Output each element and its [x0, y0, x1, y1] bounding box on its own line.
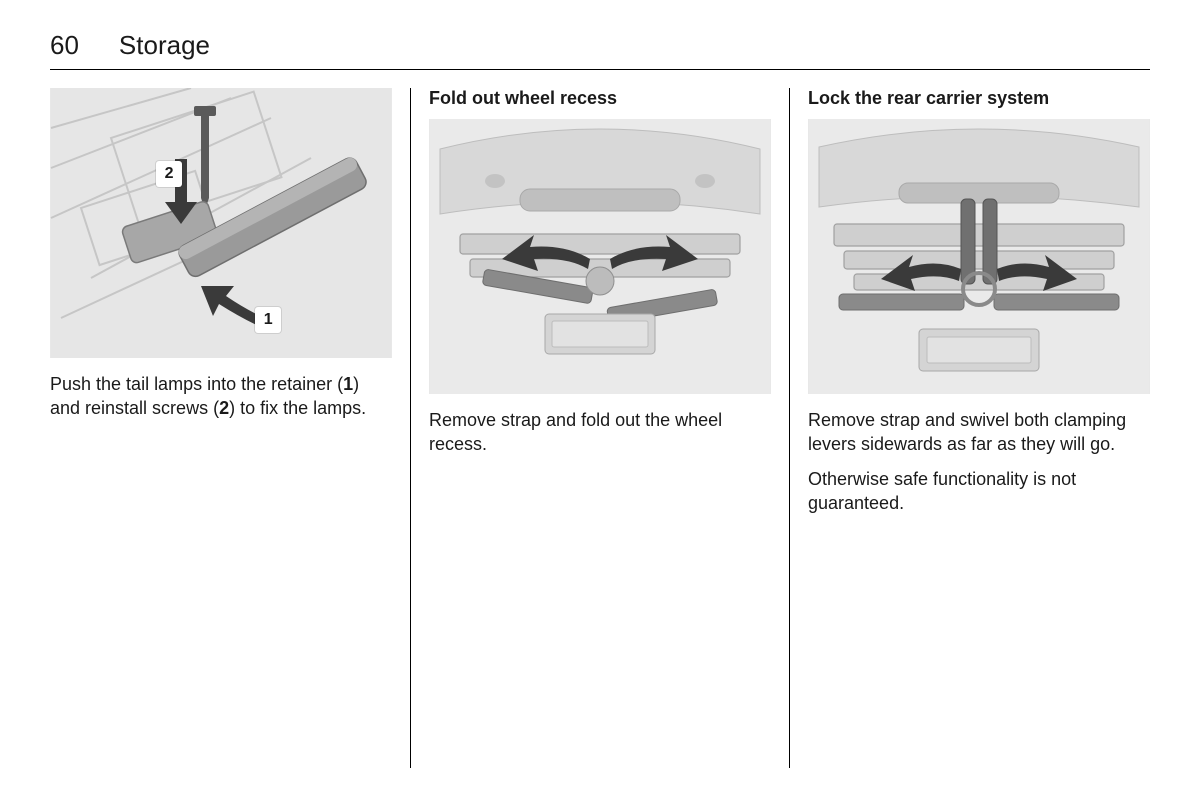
caption-1: Push the tail lamps into the retainer (1…	[50, 372, 392, 421]
caption-3a: Remove strap and swivel both clamping le…	[808, 408, 1150, 457]
subhead-fold-out: Fold out wheel recess	[429, 88, 771, 109]
wheel-recess-diagram	[429, 119, 771, 394]
column-3: Lock the rear carrier system	[790, 88, 1150, 768]
caption-2: Remove strap and fold out the wheel rece…	[429, 408, 771, 457]
column-2: Fold out wheel recess	[411, 88, 789, 768]
tail-lamp-diagram	[50, 88, 392, 358]
callout-2: 2	[156, 161, 182, 187]
section-title: Storage	[119, 30, 210, 61]
caption-3b: Otherwise safe functionality is not guar…	[808, 467, 1150, 516]
column-1: 2 1 Push the tail lamps into the retaine…	[50, 88, 410, 768]
subhead-lock-carrier: Lock the rear carrier system	[808, 88, 1150, 109]
figure-tail-lamp: 2 1	[50, 88, 392, 358]
page-header: 60 Storage	[50, 30, 1150, 70]
figure-wheel-recess	[429, 119, 771, 394]
figure-lock-carrier	[808, 119, 1150, 394]
lock-carrier-diagram	[808, 119, 1150, 394]
callout-1: 1	[255, 307, 281, 333]
page-number: 60	[50, 30, 79, 61]
content-columns: 2 1 Push the tail lamps into the retaine…	[50, 88, 1150, 768]
